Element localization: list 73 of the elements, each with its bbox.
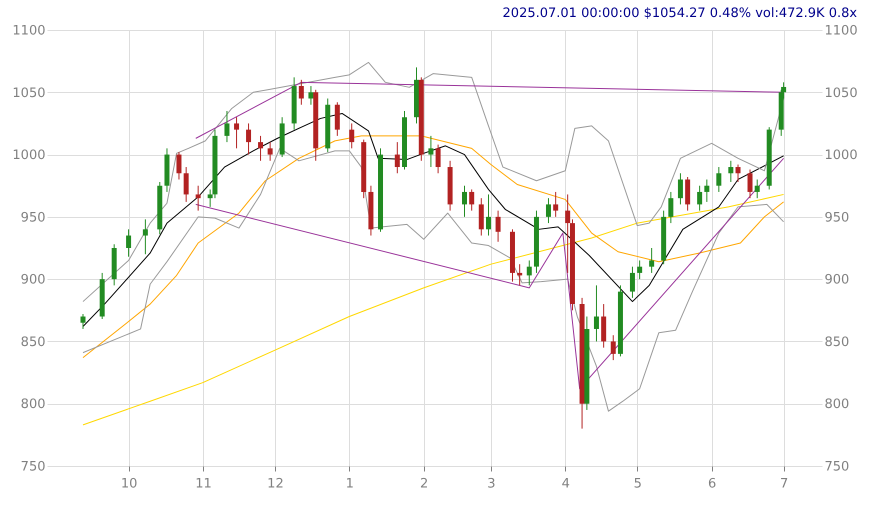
candlestick	[546, 198, 551, 224]
candlestick	[728, 160, 734, 182]
candlestick	[246, 122, 252, 156]
line-series	[82, 194, 784, 426]
y2-tick-label: 1000	[824, 148, 858, 164]
x-tick-label: 7	[780, 476, 788, 492]
candlestick	[736, 164, 741, 182]
x-tick-label: 12	[267, 476, 284, 492]
x-tick-label: 5	[634, 476, 642, 492]
y-tick-label: 1000	[12, 148, 46, 164]
candlestick	[610, 334, 616, 361]
x-tick-label: 6	[708, 476, 716, 492]
y-tick-label: 1050	[12, 86, 46, 101]
candlestick	[224, 110, 230, 143]
y-tick-label: 900	[20, 272, 46, 288]
candlestick	[517, 264, 522, 286]
x-tick-label: 4	[562, 476, 570, 492]
candlestick	[208, 188, 213, 208]
candlestick	[565, 194, 570, 274]
x-tick-label: 3	[487, 476, 496, 492]
line-series	[195, 158, 784, 390]
candlestick	[349, 122, 354, 149]
candlestick	[526, 260, 532, 286]
line-series	[82, 62, 784, 302]
line-series	[82, 112, 784, 327]
x-tick-label: 10	[120, 476, 138, 492]
candlestick	[436, 144, 441, 174]
candlestick	[496, 210, 501, 242]
candlestick	[469, 188, 474, 212]
candlestick	[754, 178, 760, 199]
candlestick	[80, 314, 86, 330]
y-tick-label: 750	[20, 460, 46, 474]
candlestick	[258, 135, 264, 162]
line-series	[82, 135, 784, 358]
x-tick-label: 2	[420, 476, 428, 492]
candlestick	[637, 260, 642, 280]
y-tick-label: 950	[20, 210, 46, 226]
candlestick	[462, 185, 467, 218]
candlestick	[704, 178, 710, 202]
line-series	[82, 148, 784, 412]
candlestick	[126, 228, 132, 258]
candlestick	[268, 142, 273, 162]
candlestick	[594, 284, 599, 342]
y2-tick-label: 800	[824, 397, 850, 412]
candlestick	[184, 166, 189, 202]
candlestick	[428, 135, 434, 168]
x-tick-label: 11	[195, 476, 212, 492]
candlestick	[678, 172, 683, 205]
chart-title: 2025.07.01 00:00:00 $1054.27 0.48% vol:472.9K 0.8x	[502, 6, 858, 21]
candlestick	[176, 152, 182, 180]
y2-tick-label: 850	[824, 334, 850, 350]
candlestick	[234, 116, 240, 149]
candlestick	[668, 191, 674, 224]
y2-tick-label: 1100	[824, 24, 858, 38]
candlestick	[142, 218, 148, 255]
candlestick	[649, 248, 654, 274]
y-tick-label: 850	[20, 334, 46, 350]
candlestick	[697, 185, 702, 212]
y-tick-label: 800	[20, 397, 46, 412]
candlestick	[298, 79, 304, 106]
candlestick	[716, 166, 722, 192]
y2-tick-label: 950	[824, 210, 850, 226]
candlestick	[196, 185, 201, 212]
candlestick	[630, 266, 635, 298]
y2-tick-label: 750	[824, 460, 850, 474]
x-tick-label: 1	[346, 476, 354, 492]
y2-tick-label: 1050	[824, 86, 858, 101]
y-tick-label: 1100	[12, 24, 46, 38]
candlestick	[394, 142, 400, 174]
candlestick	[748, 169, 753, 199]
y2-tick-label: 900	[824, 272, 850, 288]
candlestick	[553, 191, 558, 218]
candlestick	[486, 194, 491, 236]
